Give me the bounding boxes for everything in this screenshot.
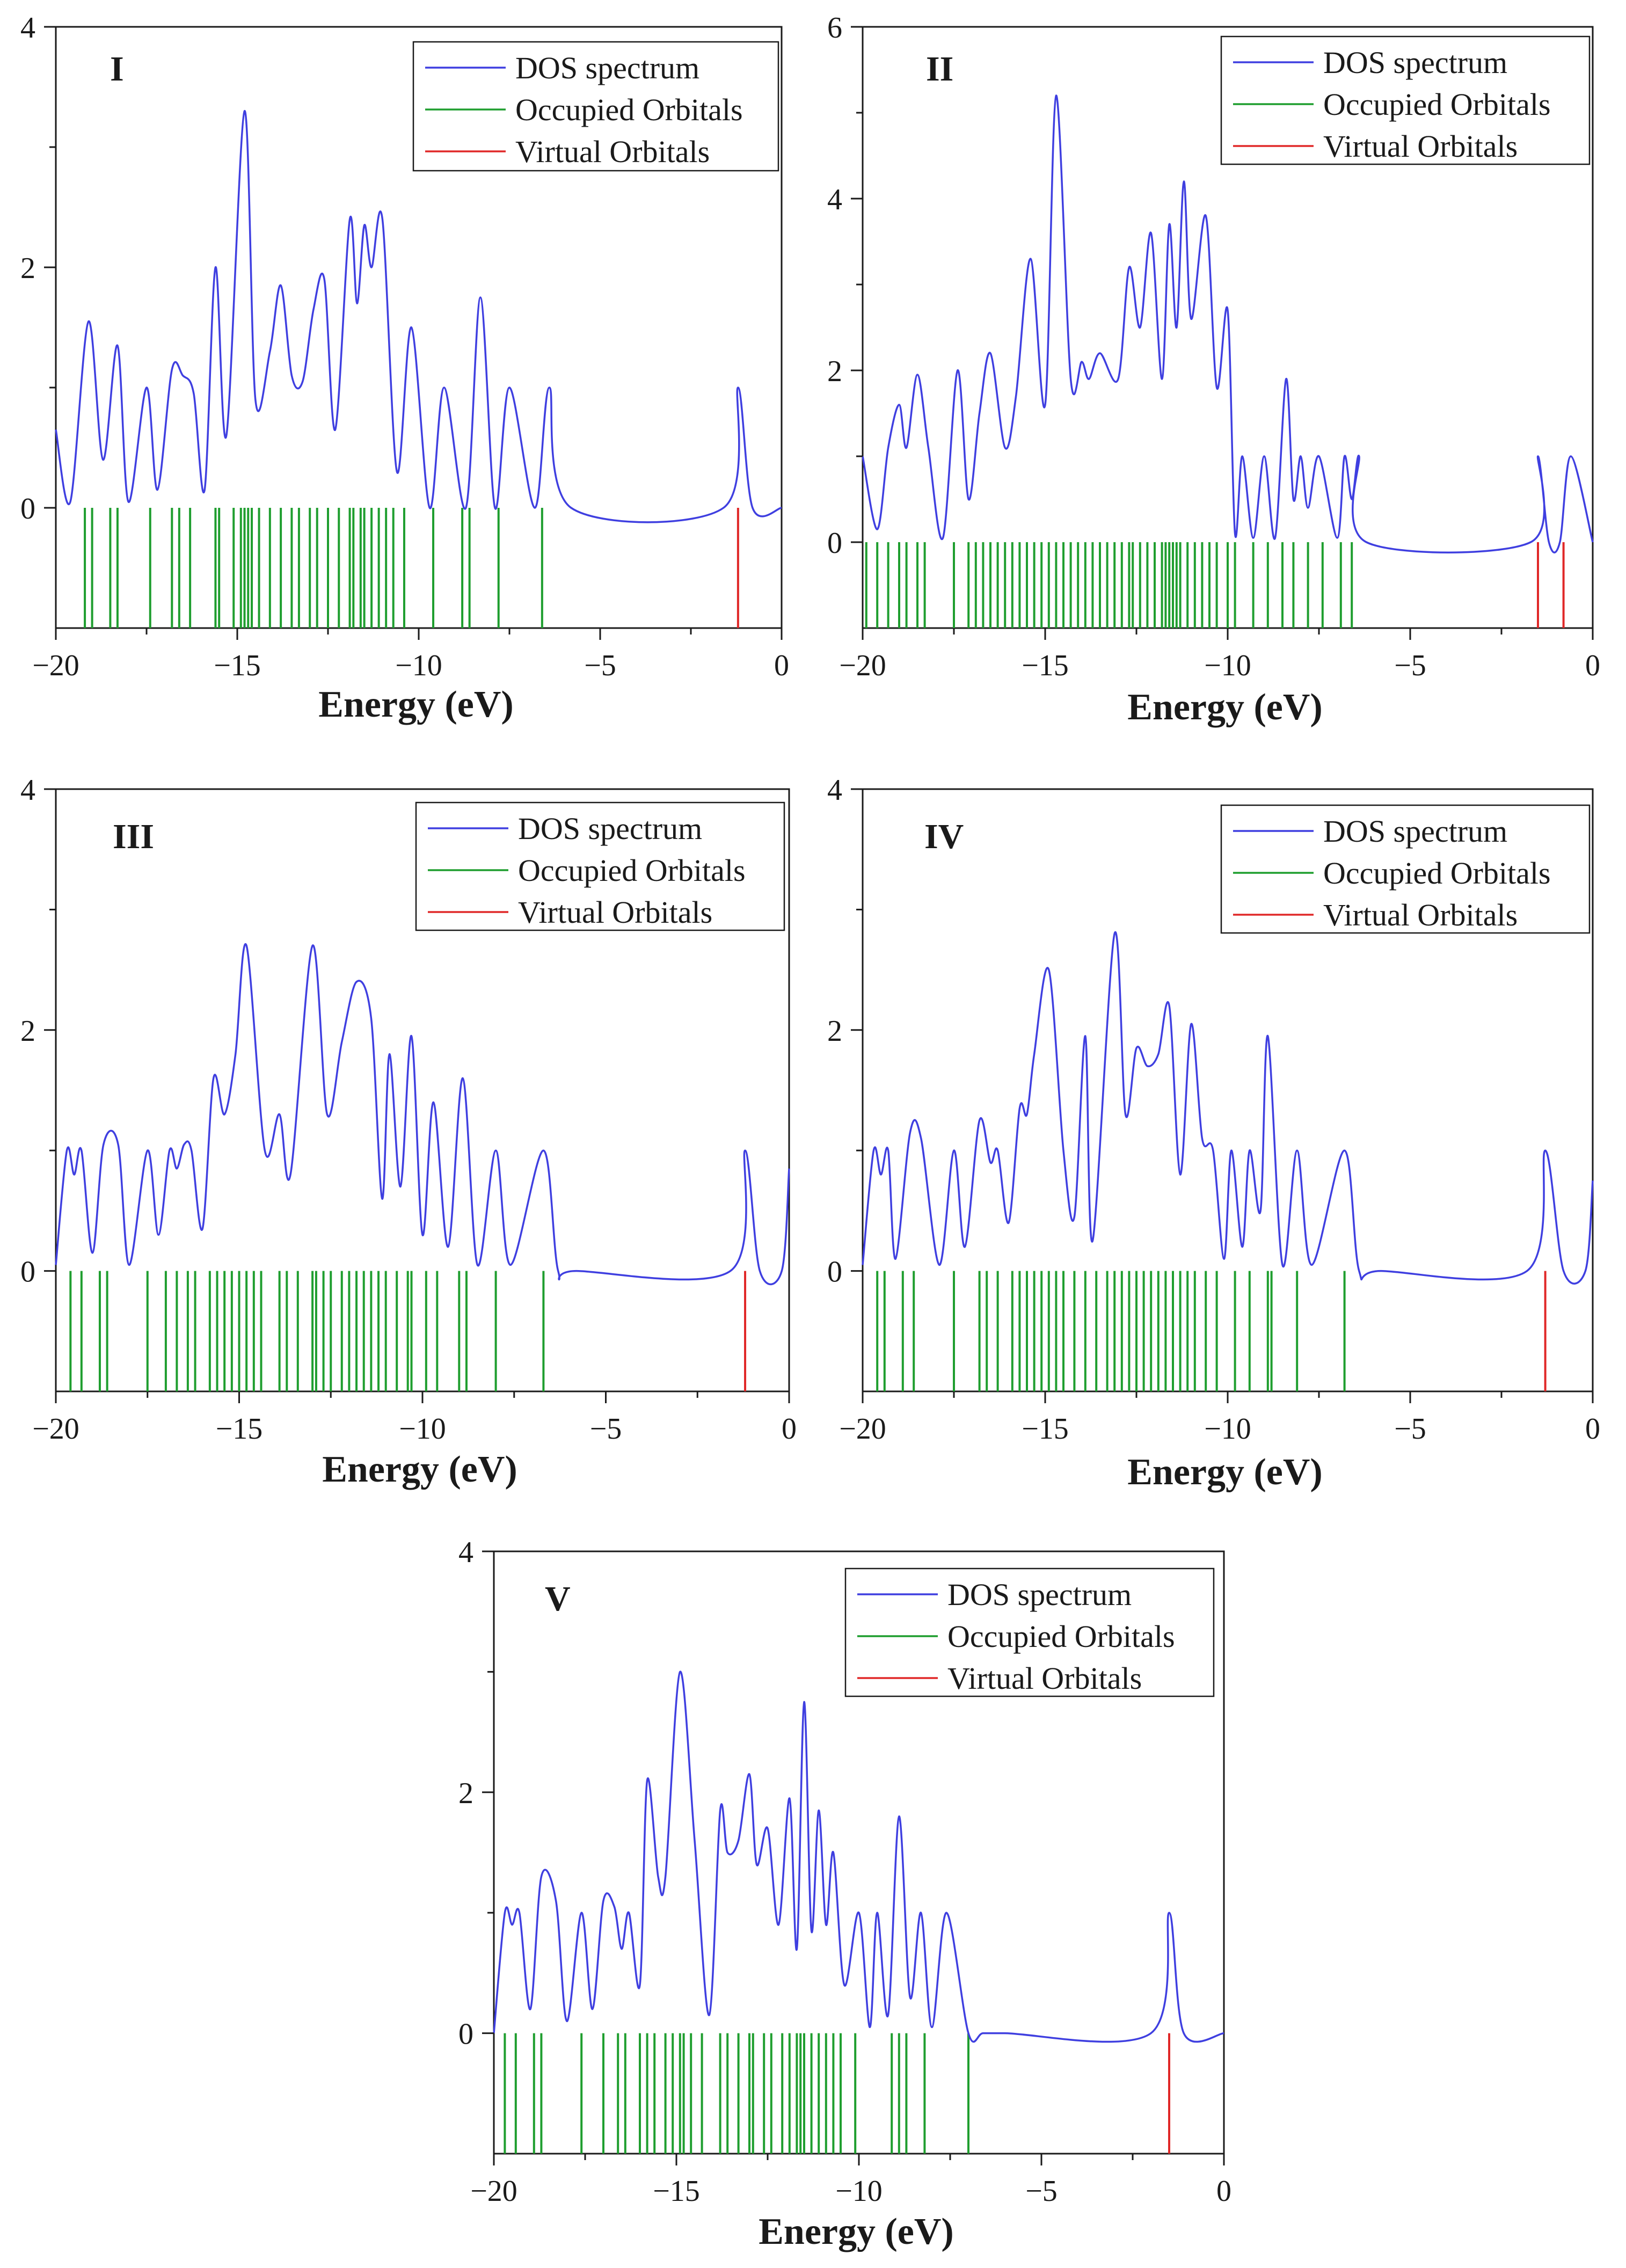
x-tick-label: −15 (1022, 1412, 1069, 1446)
dos-chart-5: −20 −15 −10 −5 0 0 2 4 Energy (eV) V DOS spectrum O… (458, 1536, 1231, 2252)
x-tick-label: −15 (653, 2175, 700, 2208)
y-tick-label: 6 (827, 11, 842, 45)
legend-label: Virtual Orbitals (1323, 898, 1518, 932)
x-axis-title: Energy (eV) (318, 684, 514, 725)
y-tick-label: 4 (827, 774, 842, 807)
y-tick-label: 0 (827, 1256, 842, 1289)
x-axis-title: Energy (eV) (322, 1449, 517, 1490)
dos-spectrum-line (493, 1671, 1224, 2043)
x-tick-label: −5 (1025, 2175, 1058, 2208)
panel-label: V (545, 1579, 571, 1618)
dos-spectrum-line (862, 931, 1594, 1285)
legend-label: DOS spectrum (947, 1577, 1132, 1612)
panel-label: II (926, 49, 953, 89)
x-tick-label: −10 (399, 1412, 446, 1446)
x-tick-label: −15 (1022, 649, 1069, 682)
x-tick-label: −10 (1204, 649, 1251, 682)
dos-panel-4: −20 −15 −10 −5 0 0 2 4 Energy (eV) IV DOS spectrum… (805, 762, 1626, 1514)
dos-panel-2: −20 −15 −10 −5 0 0 2 4 6 Energy (eV) II DOS spectru… (805, 0, 1626, 741)
x-tick-label: −20 (470, 2175, 517, 2208)
legend-label: DOS spectrum (1323, 814, 1507, 849)
x-tick-label: 0 (774, 649, 789, 682)
y-tick-label: 0 (20, 492, 35, 526)
y-tick-label: 4 (827, 183, 842, 216)
x-tick-label: −10 (395, 649, 442, 682)
x-tick-label: −5 (584, 649, 616, 682)
legend-label: Occupied Orbitals (1323, 87, 1551, 122)
y-tick-label: 2 (458, 1777, 473, 1810)
x-tick-label: −15 (216, 1412, 263, 1446)
dos-spectrum-line (862, 94, 1594, 553)
legend-label: Occupied Orbitals (518, 853, 746, 888)
y-tick-label: 0 (827, 527, 842, 560)
x-tick-label: 0 (1216, 2175, 1231, 2208)
x-tick-label: 0 (1585, 649, 1600, 682)
y-tick-label: 2 (827, 1015, 842, 1048)
legend-box (415, 801, 785, 931)
legend-box (1220, 35, 1591, 165)
dos-chart-1: −20 −15 −10 −5 0 0 2 4 Energy (eV) I DOS spectrum O… (20, 11, 789, 725)
dos-spectrum-line (55, 943, 790, 1286)
legend-box (1220, 804, 1591, 934)
legend-label: Virtual Orbitals (947, 1661, 1142, 1696)
legend-box (844, 1567, 1215, 1697)
dos-spectrum-line (55, 110, 782, 523)
legend-label: DOS spectrum (1323, 45, 1507, 80)
legend-label: Virtual Orbitals (1323, 129, 1518, 164)
x-tick-label: −5 (1394, 1412, 1426, 1446)
x-tick-label: −10 (835, 2175, 883, 2208)
panel-label: I (110, 49, 124, 89)
x-axis-title: Energy (eV) (1127, 687, 1323, 728)
y-tick-label: 4 (20, 11, 35, 45)
x-tick-label: −10 (1204, 1412, 1251, 1446)
legend-label: Virtual Orbitals (518, 895, 712, 930)
x-tick-label: 0 (1585, 1412, 1600, 1446)
legend-label: Virtual Orbitals (515, 134, 710, 169)
x-tick-label: −20 (839, 649, 886, 682)
y-tick-label: 2 (20, 252, 35, 285)
y-tick-label: 2 (20, 1015, 35, 1048)
panel-label: III (113, 817, 154, 856)
legend-label: DOS spectrum (515, 50, 699, 85)
y-tick-label: 0 (458, 2018, 473, 2051)
dos-chart-4: −20 −15 −10 −5 0 0 2 4 Energy (eV) IV DOS spectrum… (827, 774, 1600, 1493)
legend-label: DOS spectrum (518, 811, 702, 846)
dos-panel-1: −20 −15 −10 −5 0 0 2 4 Energy (eV) I DOS spectrum O… (0, 0, 800, 741)
x-axis-title: Energy (eV) (1127, 1452, 1323, 1493)
y-tick-label: 4 (458, 1536, 473, 1569)
y-tick-label: 4 (20, 774, 35, 807)
y-tick-label: 2 (827, 355, 842, 388)
dos-panel-5: −20 −15 −10 −5 0 0 2 4 Energy (eV) V DOS spectrum O… (408, 1525, 1231, 2268)
dos-panel-3: −20 −15 −10 −5 0 0 2 4 Energy (eV) III DOS spectru… (0, 762, 800, 1514)
legend-label: Occupied Orbitals (515, 92, 743, 127)
panel-label: IV (924, 817, 964, 856)
dos-chart-2: −20 −15 −10 −5 0 0 2 4 6 Energy (eV) II DOS spectru… (827, 11, 1600, 728)
x-tick-label: −15 (214, 649, 261, 682)
legend-label: Occupied Orbitals (1323, 856, 1551, 891)
legend-box (412, 41, 779, 172)
dos-chart-3: −20 −15 −10 −5 0 0 2 4 Energy (eV) III DOS spectru… (20, 774, 797, 1490)
x-tick-label: −5 (590, 1412, 622, 1446)
y-tick-label: 0 (20, 1256, 35, 1289)
x-tick-label: −20 (32, 649, 79, 682)
x-tick-label: −20 (32, 1412, 79, 1446)
x-tick-label: −5 (1394, 649, 1426, 682)
x-tick-label: 0 (782, 1412, 797, 1446)
legend-label: Occupied Orbitals (947, 1619, 1175, 1654)
x-tick-label: −20 (839, 1412, 886, 1446)
x-axis-title: Energy (eV) (759, 2211, 954, 2252)
